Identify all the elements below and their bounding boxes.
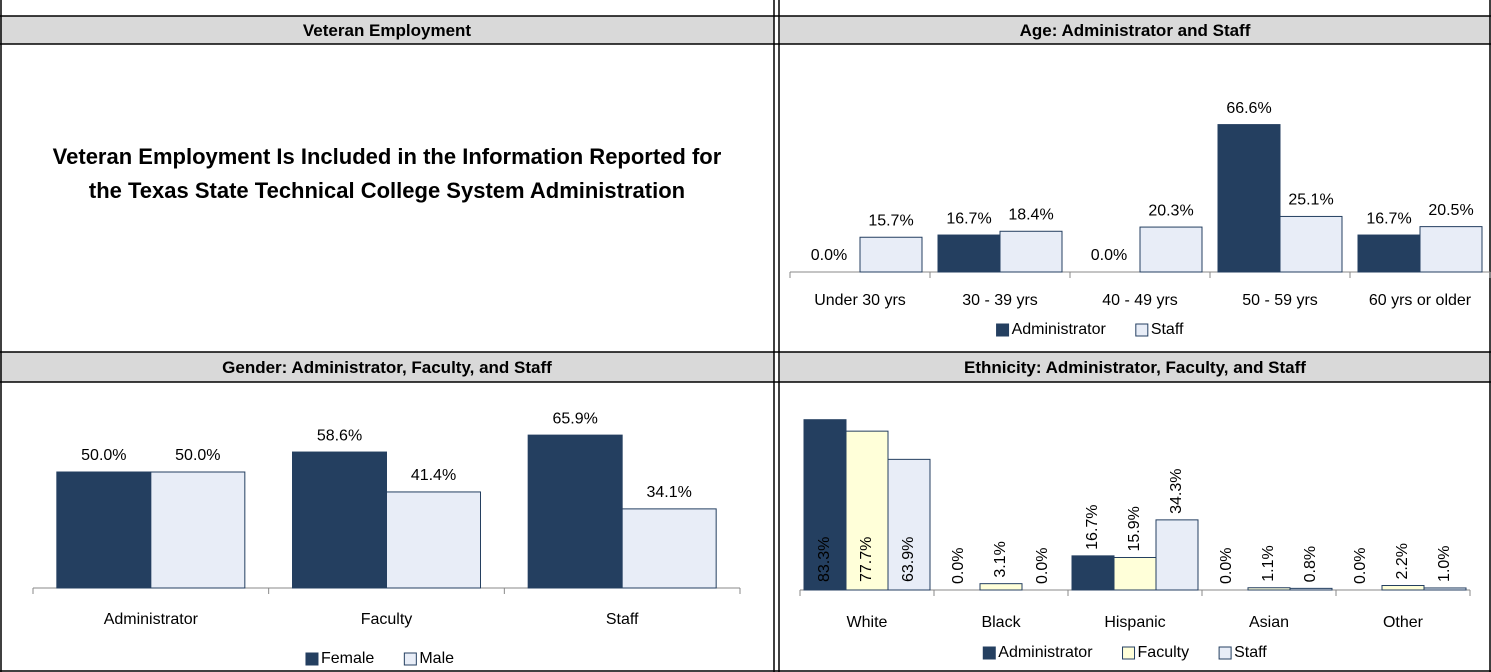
data-label: 2.2% (1394, 543, 1411, 579)
data-label: 1.0% (1436, 545, 1453, 581)
x-tick-label: Black (981, 614, 1021, 631)
data-label: 16.7% (1084, 504, 1101, 549)
bar (1217, 124, 1281, 273)
header-bg (780, 16, 1490, 44)
legend: Female Male (305, 650, 454, 667)
data-label: 15.9% (1126, 506, 1143, 551)
bar (887, 458, 931, 591)
data-label: 20.3% (1148, 202, 1193, 219)
data-label: 0.0% (1218, 548, 1235, 584)
x-tick-label: Other (1383, 614, 1424, 631)
data-label: 15.7% (868, 212, 913, 229)
legend-swatch (1122, 646, 1136, 660)
bar (1279, 215, 1343, 273)
data-label: 0.0% (811, 247, 847, 264)
legend-swatch (982, 646, 996, 660)
legend-label: Male (419, 650, 454, 667)
bar (386, 491, 481, 589)
header-bg (0, 16, 774, 44)
bar (621, 508, 717, 589)
legend-swatch (996, 323, 1010, 337)
veteran-note: Veteran Employment Is Included in the In… (52, 144, 722, 203)
x-tick-label: Under 30 yrs (814, 292, 906, 309)
bar (1155, 519, 1199, 591)
bar (845, 430, 889, 591)
bar (150, 471, 246, 589)
data-label: 77.7% (858, 537, 875, 582)
legend-swatch (305, 652, 319, 666)
bar (56, 471, 152, 589)
bar (937, 234, 1001, 273)
legend-swatch (1135, 323, 1149, 337)
bar (1357, 234, 1421, 273)
x-tick-label: 60 yrs or older (1369, 292, 1472, 309)
x-tick-label: White (847, 614, 888, 631)
data-label: 65.9% (552, 410, 597, 427)
bar (1419, 226, 1483, 273)
data-label: 0.0% (1034, 548, 1051, 584)
bar (1139, 226, 1203, 273)
bar (1247, 587, 1291, 591)
data-label: 0.0% (1352, 548, 1369, 584)
bar (1423, 587, 1467, 591)
legend-label: Staff (1151, 321, 1184, 338)
x-tick-label: Administrator (104, 611, 199, 628)
legend-label: Administrator (998, 644, 1093, 661)
bar (999, 230, 1063, 273)
data-label: 50.0% (175, 447, 220, 464)
legend: Administrator Faculty Staff (982, 644, 1267, 661)
data-label: 16.7% (1366, 210, 1411, 227)
legend-swatch (1218, 646, 1232, 660)
x-tick-label: 50 - 59 yrs (1242, 292, 1318, 309)
legend: Administrator Staff (996, 321, 1184, 338)
x-tick-label: Asian (1249, 614, 1289, 631)
data-label: 58.6% (317, 427, 362, 444)
panel-title: Veteran Employment (303, 21, 472, 40)
x-tick-label: 30 - 39 yrs (962, 292, 1038, 309)
bar (1381, 585, 1425, 591)
data-label: 34.3% (1168, 469, 1185, 514)
panel-title: Ethnicity: Administrator, Faculty, and S… (964, 358, 1306, 377)
data-label: 25.1% (1288, 192, 1333, 209)
data-label: 18.4% (1008, 206, 1053, 223)
data-label: 34.1% (646, 484, 691, 501)
data-label: 20.5% (1428, 202, 1473, 219)
panel-title: Age: Administrator and Staff (1020, 21, 1251, 40)
legend-label: Administrator (1012, 321, 1107, 338)
data-label: 50.0% (81, 447, 126, 464)
data-label: 3.1% (992, 541, 1009, 577)
panel-title: Gender: Administrator, Faculty, and Staf… (222, 358, 552, 377)
legend-label: Staff (1234, 644, 1267, 661)
x-tick-label: 40 - 49 yrs (1102, 292, 1178, 309)
x-tick-label: Staff (606, 611, 639, 628)
bar (1289, 587, 1333, 591)
bar (1071, 555, 1115, 591)
bar (527, 434, 623, 589)
data-label: 0.0% (950, 548, 967, 584)
x-tick-label: Hispanic (1104, 614, 1165, 631)
bar (292, 451, 387, 589)
data-label: 83.3% (816, 537, 833, 582)
bar (1113, 556, 1157, 591)
header-bg (0, 352, 774, 382)
legend-label: Faculty (1138, 644, 1190, 661)
legend-label: Female (321, 650, 374, 667)
data-label: 63.9% (900, 537, 917, 582)
x-tick-label: Faculty (361, 611, 413, 628)
bar (803, 419, 847, 591)
bar (859, 236, 923, 273)
data-label: 0.8% (1302, 546, 1319, 582)
data-label: 41.4% (411, 467, 456, 484)
data-label: 66.6% (1226, 100, 1271, 117)
legend-swatch (403, 652, 417, 666)
bar (979, 583, 1023, 591)
data-label: 0.0% (1091, 247, 1127, 264)
data-label: 1.1% (1260, 545, 1277, 581)
data-label: 16.7% (946, 210, 991, 227)
header-bg (780, 352, 1490, 382)
